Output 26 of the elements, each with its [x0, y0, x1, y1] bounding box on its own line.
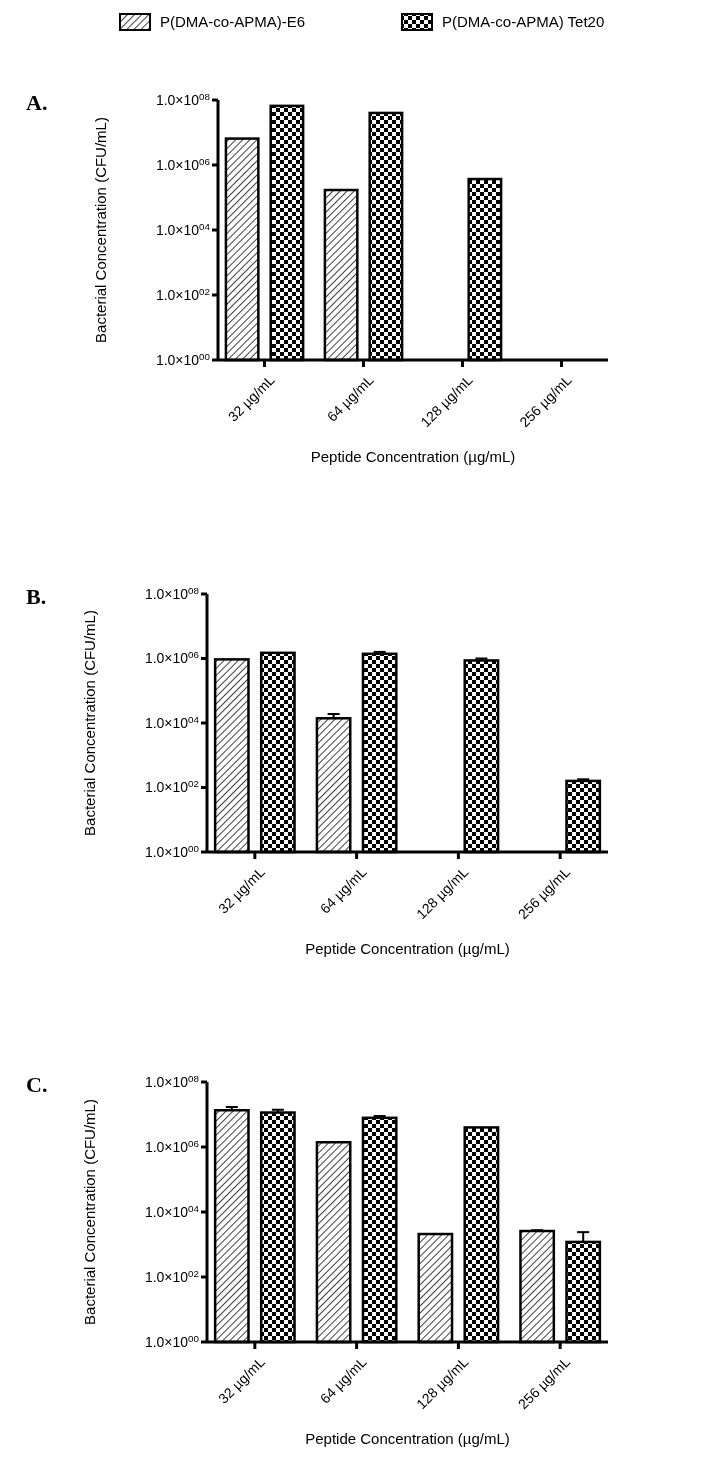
y-tick-label: 1.0×10$^{06}$ — [144, 1137, 200, 1155]
y-axis-title: Bacterial Concentration (CFU/mL) — [81, 610, 98, 836]
y-tick-label: 1.0×10$^{00}$ — [144, 1332, 200, 1350]
x-axis-title: Peptide Concentration (µg/mL) — [310, 448, 516, 465]
y-tick-label: 1.0×10$^{08}$ — [144, 1072, 200, 1090]
y-tick-label: 1.0×10$^{00}$ — [155, 350, 211, 368]
y-tick-label: 1.0×10$^{08}$ — [144, 584, 200, 602]
y-axis-title: Bacterial Concentration (CFU/mL) — [92, 117, 109, 343]
y-tick-label: 1.0×10$^{02}$ — [155, 285, 210, 303]
y-tick-label: 1.0×10$^{02}$ — [144, 777, 199, 796]
y-axis-title: Bacterial Concentration (CFU/mL) — [81, 1099, 98, 1325]
y-tick-label: 1.0×10$^{08}$ — [155, 90, 211, 108]
y-tick-label: 1.0×10$^{04}$ — [155, 220, 211, 238]
x-axis-title: Peptide Concentration (µg/mL) — [305, 940, 510, 957]
y-tick-label: 1.0×10$^{00}$ — [144, 842, 200, 860]
x-axis-title: Peptide Concentration (µg/mL) — [305, 1430, 510, 1447]
y-tick-label: 1.0×10$^{02}$ — [144, 1267, 199, 1285]
chart-title: B. — [26, 584, 47, 609]
chart-title: C. — [26, 1072, 48, 1097]
legend-label: P(DMA-co-APMA)-E6 — [160, 13, 306, 31]
y-tick-label: 1.0×10$^{04}$ — [144, 1202, 200, 1220]
legend-label: P(DMA-co-APMA) Tet20 — [442, 13, 605, 31]
y-tick-label: 1.0×10$^{06}$ — [144, 648, 200, 667]
y-tick-label: 1.0×10$^{06}$ — [155, 155, 211, 173]
y-tick-label: 1.0×10$^{04}$ — [144, 713, 200, 731]
text: A. — [26, 90, 48, 115]
